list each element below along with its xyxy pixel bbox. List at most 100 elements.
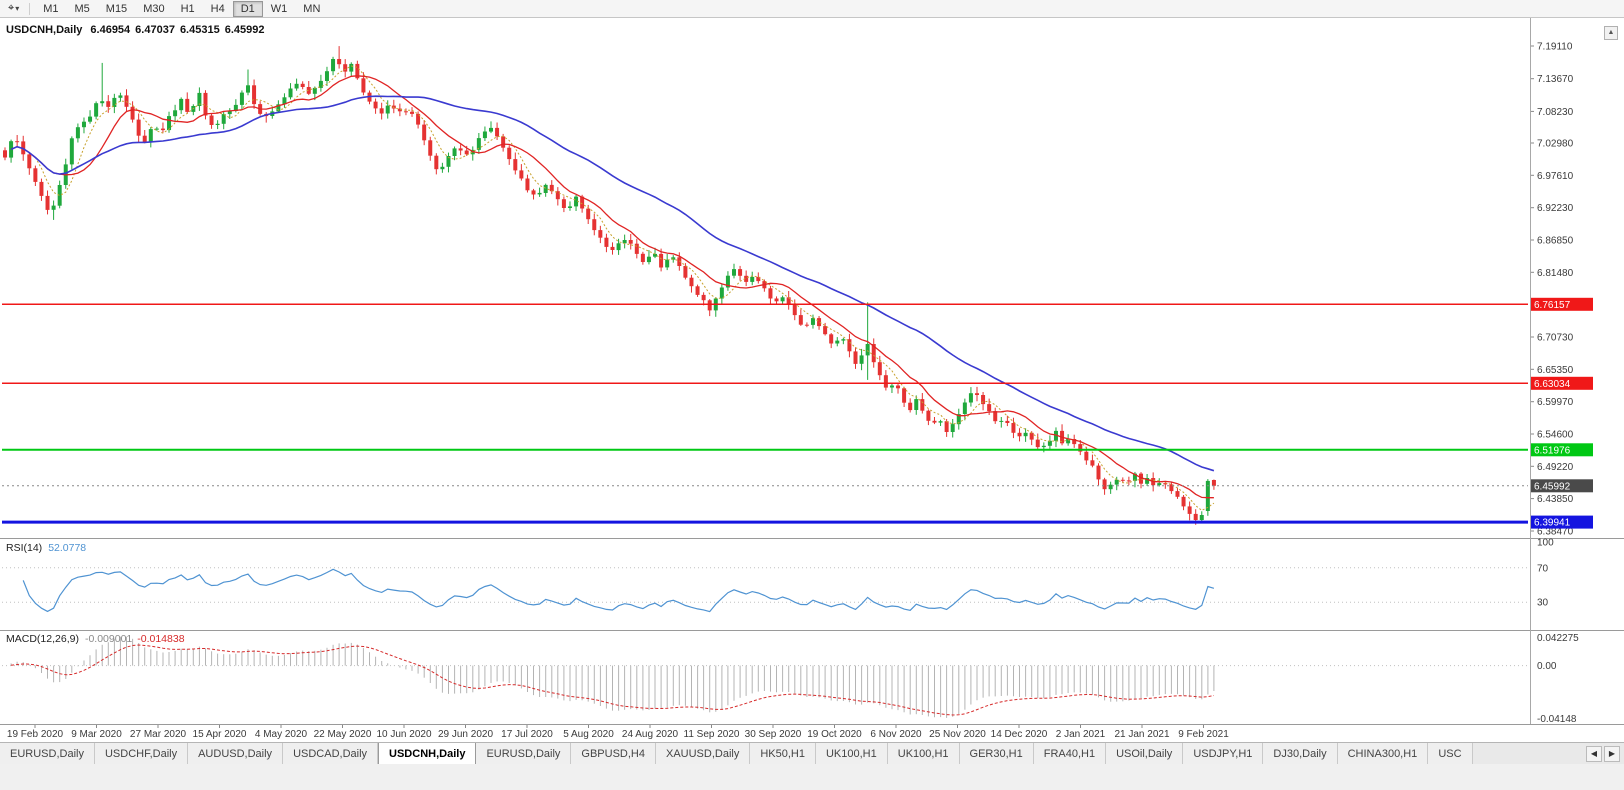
candle-body [349, 63, 354, 72]
chart-tab-ger30-h1[interactable]: GER30,H1 [959, 743, 1034, 764]
candle-body [604, 237, 609, 247]
price-badge-label: 6.76157 [1534, 300, 1571, 311]
price-badge [1531, 443, 1593, 457]
rsi-axis-label: 30 [1537, 598, 1549, 609]
candle-body [15, 141, 20, 143]
candle-body [956, 414, 961, 425]
candle-body [112, 97, 117, 107]
date-axis-label: 30 Sep 2020 [745, 729, 802, 740]
candle-body [841, 339, 846, 341]
timeframe-button-m15[interactable]: M15 [105, 2, 128, 15]
chart-canvas[interactable]: 7.19110 7.13670 7.08230 7.02980 6.97610 6.922… [0, 18, 1624, 742]
candle-body [944, 421, 949, 432]
candle-body [185, 98, 190, 112]
chart-window: 7.19110 7.13670 7.08230 7.02980 6.97610 6.922… [0, 18, 1624, 742]
crosshair-tool-button[interactable]: ⌖ ▾ [3, 2, 24, 15]
candle-body [403, 111, 408, 113]
macd-signal-line [11, 644, 1214, 716]
price-badge [1531, 515, 1593, 529]
chart-background [0, 18, 1624, 742]
candle-body [786, 297, 791, 304]
price-axis-label: 6.97610 [1537, 171, 1574, 182]
candle-body [75, 127, 80, 139]
candle-body [646, 256, 651, 263]
date-axis-label: 24 Aug 2020 [622, 729, 679, 740]
candle-body [1114, 479, 1119, 485]
timeframe-button-m1[interactable]: M1 [43, 2, 59, 15]
timeframe-button-m30[interactable]: M30 [143, 2, 165, 15]
chart-tab-fra40-h1[interactable]: FRA40,H1 [1033, 743, 1107, 764]
chart-tab-hk50-h1[interactable]: HK50,H1 [750, 743, 816, 764]
candle-body [428, 140, 433, 156]
chart-tab-usoil-daily[interactable]: USOil,Daily [1106, 743, 1184, 764]
tabs-scroll-right-button[interactable]: ▶ [1604, 745, 1620, 762]
candle-body [744, 275, 749, 282]
candle-body [318, 80, 323, 88]
candle-body [1157, 483, 1162, 486]
candle-body [1163, 483, 1168, 485]
tabs-scroll-left-button[interactable]: ◀ [1586, 745, 1602, 762]
scroll-up-button[interactable]: ▲ [1604, 26, 1618, 40]
candle-body [3, 150, 7, 158]
chart-tab-uk100-h1[interactable]: UK100,H1 [815, 743, 888, 764]
chart-tab-china300-h1[interactable]: CHINA300,H1 [1337, 743, 1429, 764]
timeframe-button-m5[interactable]: M5 [74, 2, 90, 15]
price-badge [1531, 376, 1593, 390]
timeframe-button-d1[interactable]: D1 [232, 0, 263, 17]
chart-tab-dj30-daily[interactable]: DJ30,Daily [1263, 743, 1338, 764]
price-axis-label: 6.59970 [1537, 397, 1574, 408]
chart-tab-usdchf-daily[interactable]: USDCHF,Daily [94, 743, 189, 764]
candle-body [288, 88, 293, 98]
chart-tab-eurusd-daily[interactable]: EURUSD,Daily [0, 743, 95, 764]
candle-body [1199, 515, 1204, 520]
chart-tab-usdjpy-h1[interactable]: USDJPY,H1 [1183, 743, 1264, 764]
candle-body [1090, 460, 1095, 466]
chart-tab-uk100-h1[interactable]: UK100,H1 [887, 743, 960, 764]
candle-body [57, 185, 62, 206]
chart-tab-xauusd-daily[interactable]: XAUUSD,Daily [655, 743, 751, 764]
candle-body [719, 287, 724, 299]
price-badge-label: 6.45992 [1534, 481, 1571, 492]
price-badge [1531, 297, 1593, 311]
chart-tab-usdcad-daily[interactable]: USDCAD,Daily [283, 743, 379, 764]
candle-body [1169, 484, 1174, 492]
price-axis-label: 7.02980 [1537, 139, 1574, 150]
candle-body [689, 277, 694, 287]
timeframe-button-mn[interactable]: MN [303, 2, 321, 15]
chart-tab-eurusd-daily[interactable]: EURUSD,Daily [476, 743, 572, 764]
candle-body [889, 385, 894, 388]
candle-body [1011, 423, 1016, 433]
candle-body [1084, 451, 1089, 461]
macd-indicator-label: MACD(12,26,9) -0.009001 -0.014838 [6, 633, 185, 645]
timeframe-button-h1[interactable]: H1 [180, 2, 195, 15]
macd-histogram [10, 636, 1215, 718]
price-axis-label: 7.08230 [1537, 107, 1574, 118]
candle-body [252, 85, 257, 105]
candle-body [774, 298, 779, 302]
ma-line-10 [10, 75, 1214, 499]
candle-body [51, 205, 56, 210]
candle-body [835, 340, 840, 344]
candle-body [1211, 480, 1216, 486]
price-badge-label: 6.51976 [1534, 445, 1571, 456]
candle-body [701, 294, 706, 301]
date-axis-label: 9 Feb 2021 [1178, 729, 1229, 740]
candle-body [167, 116, 172, 131]
candle-body [39, 181, 44, 196]
timeframe-button-w1[interactable]: W1 [270, 2, 288, 15]
candle-body [707, 300, 712, 311]
chart-tab-gbpusd-h4[interactable]: GBPUSD,H4 [571, 743, 656, 764]
date-axis-label: 29 Jun 2020 [438, 729, 493, 740]
candle-body [677, 257, 682, 266]
candle-body [993, 411, 998, 422]
candle-body [482, 131, 487, 139]
chart-tab-usc[interactable]: USC [1428, 743, 1473, 764]
chart-tab-usdcnh-daily[interactable]: USDCNH,Daily [378, 743, 477, 764]
date-axis-label: 15 Apr 2020 [193, 729, 247, 740]
timeframe-button-h4[interactable]: H4 [210, 2, 225, 15]
candle-body [908, 402, 913, 411]
chart-tab-audusd-daily[interactable]: AUDUSD,Daily [188, 743, 284, 764]
candle-body [1132, 473, 1137, 481]
candle-body [580, 196, 585, 209]
candle-body [337, 59, 342, 65]
